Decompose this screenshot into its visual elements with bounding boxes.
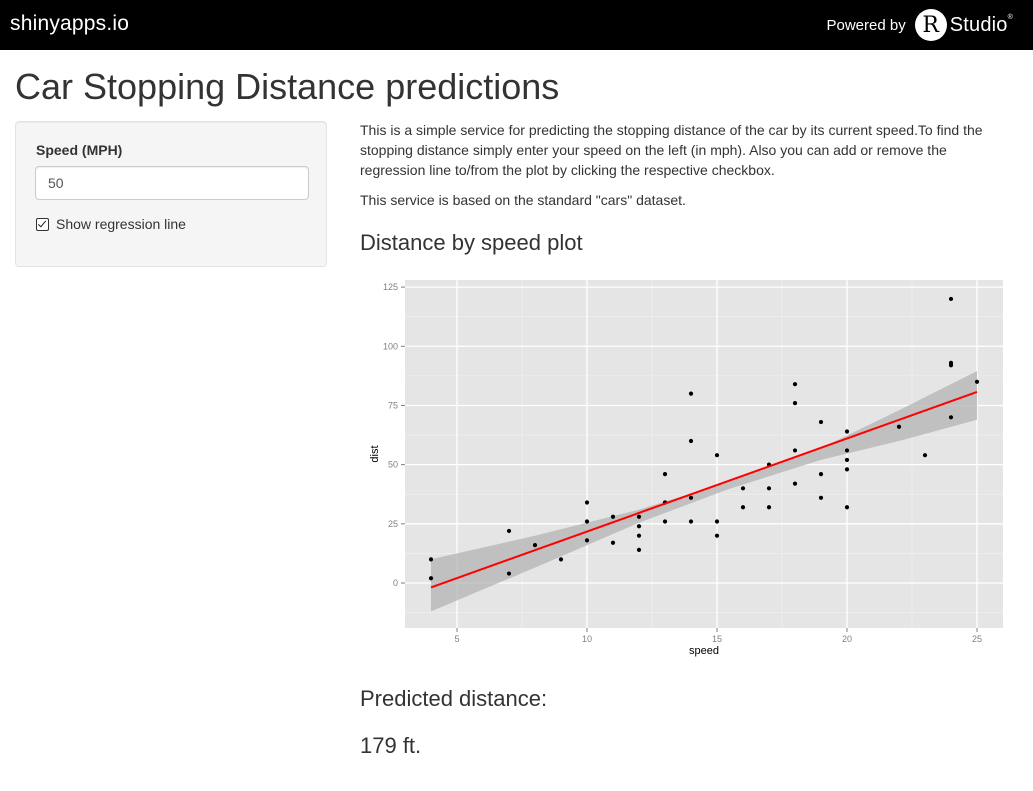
- data-point: [506, 528, 512, 534]
- dataset-note: This service is based on the standard "c…: [360, 192, 686, 208]
- data-point: [532, 543, 538, 548]
- data-point: [766, 486, 772, 491]
- plot-heading: Distance by speed plot: [360, 230, 583, 255]
- y-tick-label: 75: [388, 400, 398, 410]
- data-point: [688, 495, 694, 500]
- data-point: [948, 360, 954, 365]
- data-point: [792, 481, 798, 486]
- data-point: [558, 557, 564, 562]
- data-point: [688, 391, 694, 396]
- data-point: [844, 448, 850, 453]
- data-point: [896, 424, 902, 429]
- page-title: Car Stopping Distance predictions: [15, 66, 560, 107]
- regression-checkbox[interactable]: [36, 217, 49, 231]
- data-point: [610, 514, 616, 519]
- speed-label: Speed (MPH): [36, 142, 123, 158]
- brand-logo[interactable]: shinyapps.io: [10, 12, 130, 35]
- data-point: [714, 519, 720, 524]
- y-tick-label: 0: [393, 578, 398, 588]
- prediction-value: 179 ft.: [360, 733, 422, 758]
- top-navbar: shinyapps.io Powered by R Studio®: [0, 0, 1033, 50]
- data-point: [714, 453, 720, 458]
- data-point: [428, 557, 434, 562]
- data-point: [636, 524, 642, 529]
- data-point: [948, 296, 954, 302]
- data-point: [844, 505, 850, 510]
- data-point: [844, 429, 850, 434]
- x-tick-label: 25: [972, 634, 982, 644]
- data-point: [740, 505, 746, 510]
- regression-checkbox-label: Show regression line: [56, 216, 186, 232]
- x-tick-label: 15: [712, 634, 722, 644]
- r-logo-icon: R: [914, 9, 947, 41]
- data-point: [792, 382, 798, 387]
- data-point: [688, 438, 694, 444]
- x-tick-label: 5: [454, 634, 459, 644]
- y-tick-label: 125: [383, 282, 398, 292]
- main-panel: This is a simple service for predicting …: [360, 120, 1010, 210]
- scatter-chart: 0 25 50 75 100 125 5 10 15 20 25 speed dist: [369, 280, 1003, 657]
- powered-by-rstudio[interactable]: Powered by R Studio®: [827, 8, 1014, 42]
- y-tick-label: 25: [388, 519, 398, 529]
- confidence-band: [431, 371, 977, 612]
- data-point: [844, 467, 850, 472]
- data-point: [636, 533, 642, 538]
- prediction-heading: Predicted distance:: [360, 686, 548, 711]
- data-point: [636, 514, 642, 519]
- data-point: [428, 576, 434, 581]
- data-point: [584, 538, 590, 543]
- studio-label: Studio®: [949, 13, 1013, 36]
- data-point: [818, 472, 824, 477]
- data-point: [792, 448, 798, 453]
- intro-text: This is a simple service for predicting …: [360, 122, 983, 178]
- data-point: [688, 519, 694, 524]
- data-point: [506, 571, 512, 576]
- x-tick-label: 20: [842, 634, 852, 644]
- regression-checkbox-row[interactable]: Show regression line: [36, 216, 186, 232]
- data-point: [974, 379, 980, 384]
- x-tick-label: 10: [582, 634, 592, 644]
- y-tick-label: 100: [383, 341, 398, 351]
- sidebar-panel: Speed (MPH) Show regression line: [15, 121, 327, 267]
- data-point: [662, 519, 668, 524]
- data-point: [948, 415, 954, 420]
- speed-input[interactable]: [35, 166, 309, 200]
- regression-line: [430, 390, 978, 589]
- data-point: [792, 401, 798, 406]
- data-point: [922, 453, 928, 458]
- y-tick-label: 50: [388, 460, 398, 470]
- y-axis-label: dist: [369, 445, 381, 462]
- data-point: [584, 519, 590, 524]
- data-point: [584, 500, 590, 505]
- distance-plot: 0 25 50 75 100 125 5 10 15 20 25 speed dist: [360, 268, 1010, 673]
- data-point: [818, 495, 824, 500]
- powered-by-label: Powered by: [826, 16, 906, 34]
- data-point: [818, 419, 824, 425]
- data-point: [610, 540, 616, 545]
- data-point: [844, 457, 850, 463]
- data-point: [714, 533, 720, 538]
- x-axis-label: speed: [689, 645, 719, 657]
- data-point: [766, 505, 772, 510]
- data-point: [740, 486, 746, 491]
- data-point: [662, 472, 668, 477]
- data-point: [636, 547, 642, 552]
